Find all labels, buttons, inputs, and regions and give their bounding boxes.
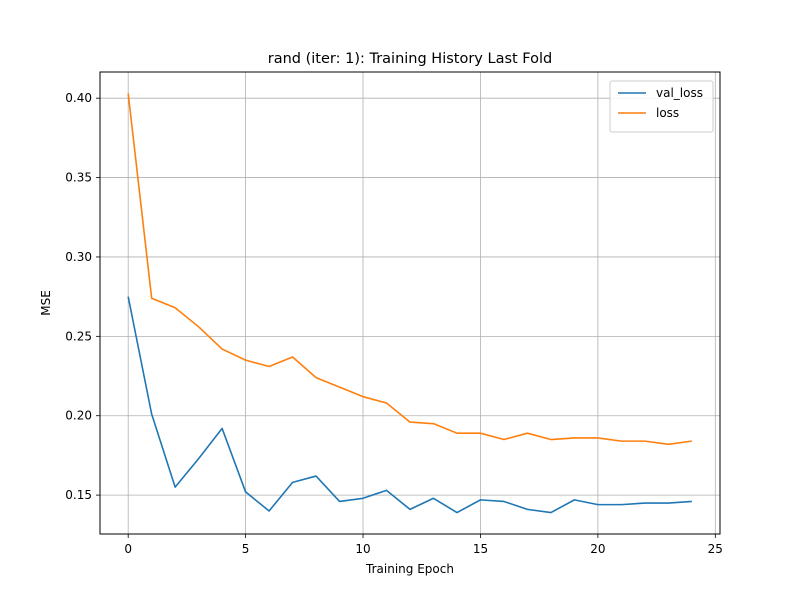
x-tick-label: 15 bbox=[473, 542, 488, 556]
y-tick-label: 0.30 bbox=[65, 250, 92, 264]
y-axis-label: MSE bbox=[39, 290, 53, 316]
legend-label-val-loss: val_loss bbox=[656, 86, 703, 100]
legend-label-loss: loss bbox=[656, 106, 679, 120]
y-tick-label: 0.40 bbox=[65, 91, 92, 105]
y-tick-label: 0.15 bbox=[65, 488, 92, 502]
x-tick-label: 5 bbox=[242, 542, 250, 556]
series-line-loss bbox=[127, 93, 692, 446]
y-tick-label: 0.35 bbox=[65, 171, 92, 185]
chart-title: rand (iter: 1): Training History Last Fo… bbox=[268, 51, 552, 67]
x-tick-label: 0 bbox=[124, 542, 132, 556]
plot-frame bbox=[99, 71, 721, 535]
x-tick-label: 10 bbox=[355, 542, 370, 556]
x-tick-label: 20 bbox=[590, 542, 605, 556]
series-line-val-loss bbox=[127, 296, 692, 514]
axis-ticks: 0 5 10 15 20 25 0.15 0.20 0.25 0.30 0.35 0.40 bbox=[65, 91, 723, 556]
y-tick-label: 0.25 bbox=[65, 329, 92, 343]
y-tick-label: 0.20 bbox=[65, 409, 92, 423]
grid bbox=[100, 72, 720, 534]
x-tick-label: 25 bbox=[708, 542, 723, 556]
x-axis-label: Training Epoch bbox=[365, 562, 454, 576]
series-lines bbox=[127, 93, 692, 514]
